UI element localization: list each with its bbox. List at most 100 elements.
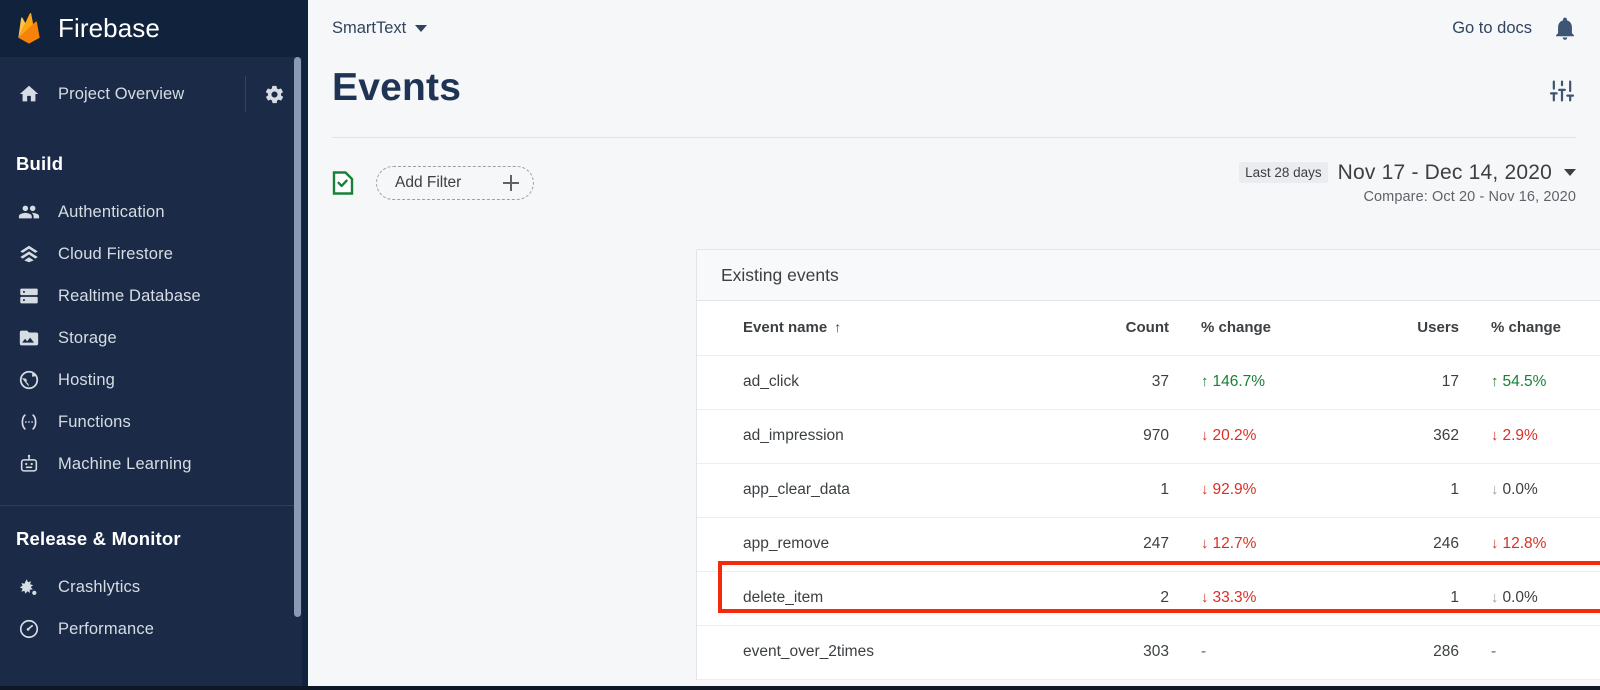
header-divider [332,136,1576,138]
cell-users: 286 [1337,625,1477,680]
date-range-row[interactable]: Last 28 days Nov 17 - Dec 14, 2020 [1239,161,1576,185]
robot-icon [16,451,42,477]
firestore-chevrons-icon [16,241,42,267]
go-to-docs-link[interactable]: Go to docs [1452,19,1532,37]
change-percent: 0.0% [1502,480,1538,498]
sidebar-item-label: Functions [58,412,131,431]
table-row[interactable]: ad_impression 970 ↓ 20.2% 362 ↓ 2.9% [697,409,1600,464]
crashlytics-icon [16,574,42,600]
cell-event-name[interactable]: event_over_2times [697,625,1057,680]
change-percent: 20.2% [1212,426,1257,444]
page-header: Events [308,57,1600,110]
sidebar-item-label: Storage [58,328,117,347]
column-users-change[interactable]: % change [1477,301,1600,356]
change-value: - [1491,643,1497,660]
sidebar-item-crashlytics[interactable]: Crashlytics [0,566,308,608]
column-event-name[interactable]: Event name ↑ [697,301,1057,356]
sidebar-scrollbar[interactable] [294,57,301,617]
cell-users-change: ↓ 0.0% [1477,571,1600,626]
column-count[interactable]: Count [1057,301,1187,356]
events-table: Event name ↑ Count % change Users % chang… [697,301,1600,680]
window-bottom-edge [0,686,1600,690]
cell-event-name[interactable]: ad_impression [697,409,1057,464]
cell-count: 247 [1057,517,1187,572]
speedometer-icon [16,616,42,642]
project-overview-label: Project Overview [58,84,185,103]
cell-count: 2 [1057,571,1187,626]
globe-icon [16,367,42,393]
project-overview-row[interactable]: Project Overview [0,57,308,131]
sidebar-item-performance[interactable]: Performance [0,608,308,650]
events-table-body: ad_click 37 ↑ 146.7% 17 ↑ 54.5% ad_impression 97… [697,355,1600,680]
sidebar-item-label: Hosting [58,370,115,389]
trend-down-icon: ↓ [1201,481,1209,499]
document-check-icon[interactable] [332,171,354,195]
change-value: ↓ 92.9% [1201,481,1256,499]
trend-down-icon: ↓ [1201,427,1209,445]
project-name: SmartText [332,19,407,37]
sidebar-item-machine-learning[interactable]: Machine Learning [0,443,308,485]
cell-count-change: ↓ 92.9% [1187,463,1337,518]
sidebar-divider [245,76,246,112]
sidebar-item-label: Crashlytics [58,577,141,596]
trend-down-icon: ↓ [1491,535,1499,553]
trend-down-icon: ↓ [1491,427,1499,445]
table-row[interactable]: ad_click 37 ↑ 146.7% 17 ↑ 54.5% [697,355,1600,410]
bell-icon[interactable] [1552,16,1578,42]
tune-sliders-icon[interactable] [1548,77,1576,105]
cell-count-change: ↓ 20.2% [1187,409,1337,464]
cell-users-change: ↓ 0.0% [1477,463,1600,518]
sidebar-item-storage[interactable]: Storage [0,317,308,359]
trend-down-icon: ↓ [1201,589,1209,607]
column-count-change[interactable]: % change [1187,301,1337,356]
table-row[interactable]: delete_item 2 ↓ 33.3% 1 ↓ 0.0% [697,571,1600,626]
project-selector[interactable]: SmartText [332,19,428,38]
cell-event-name[interactable]: app_clear_data [697,463,1057,518]
column-users[interactable]: Users [1337,301,1477,356]
change-percent: 12.7% [1212,534,1257,552]
section-divider [0,505,308,506]
sidebar-item-hosting[interactable]: Hosting [0,359,308,401]
cell-event-name[interactable]: ad_click [697,355,1057,410]
functions-brackets-icon [16,409,42,435]
add-filter-label: Add Filter [395,173,462,191]
filter-bar: Add Filter Last 28 days Nov 17 - Dec 14,… [308,138,1600,210]
cell-users-change: ↓ 12.8% [1477,517,1600,572]
trend-up-icon: ↑ [1201,373,1209,391]
sidebar-item-label: Realtime Database [58,286,201,305]
sidebar-item-realtime-database[interactable]: Realtime Database [0,275,308,317]
sidebar: Firebase Project Overview Build Authenti [0,0,308,690]
change-value: ↓ 33.3% [1201,589,1256,607]
change-percent: 2.9% [1502,426,1538,444]
column-label: Event name [743,319,828,337]
change-percent: 54.5% [1502,372,1547,390]
change-value: ↓ 0.0% [1491,589,1538,607]
change-percent: 0.0% [1502,588,1538,606]
brand-header[interactable]: Firebase [0,0,308,57]
date-range-picker[interactable]: Last 28 days Nov 17 - Dec 14, 2020 Compa… [1239,161,1578,205]
add-filter-button[interactable]: Add Filter [376,165,534,200]
sidebar-item-cloud-firestore[interactable]: Cloud Firestore [0,233,308,275]
table-header-row: Event name ↑ Count % change Users % chang… [697,301,1600,356]
events-table-header: Existing events [697,250,1600,301]
cell-event-name[interactable]: delete_item [697,571,1057,626]
sidebar-item-label: Machine Learning [58,454,192,473]
table-row[interactable]: app_remove 247 ↓ 12.7% 246 ↓ 12.8% [697,517,1600,572]
gear-icon[interactable] [262,82,286,106]
section-title-release-monitor: Release & Monitor [16,528,181,549]
section-title-build: Build [16,153,64,174]
date-range-value: Nov 17 - Dec 14, 2020 [1337,160,1552,184]
cell-event-name[interactable]: app_remove [697,517,1057,572]
sidebar-item-label: Authentication [58,202,165,221]
cell-count-change: ↓ 33.3% [1187,571,1337,626]
sidebar-item-authentication[interactable]: Authentication [0,191,308,233]
cell-users: 1 [1337,571,1477,626]
trend-up-icon: ↑ [1491,373,1499,391]
firebase-flame-icon [14,12,44,46]
table-row[interactable]: app_clear_data 1 ↓ 92.9% 1 ↓ 0.0% [697,463,1600,518]
image-folder-icon [16,325,42,351]
sidebar-item-functions[interactable]: Functions [0,401,308,443]
table-row[interactable]: event_over_2times 303-286- [697,625,1600,680]
database-icon [16,283,42,309]
